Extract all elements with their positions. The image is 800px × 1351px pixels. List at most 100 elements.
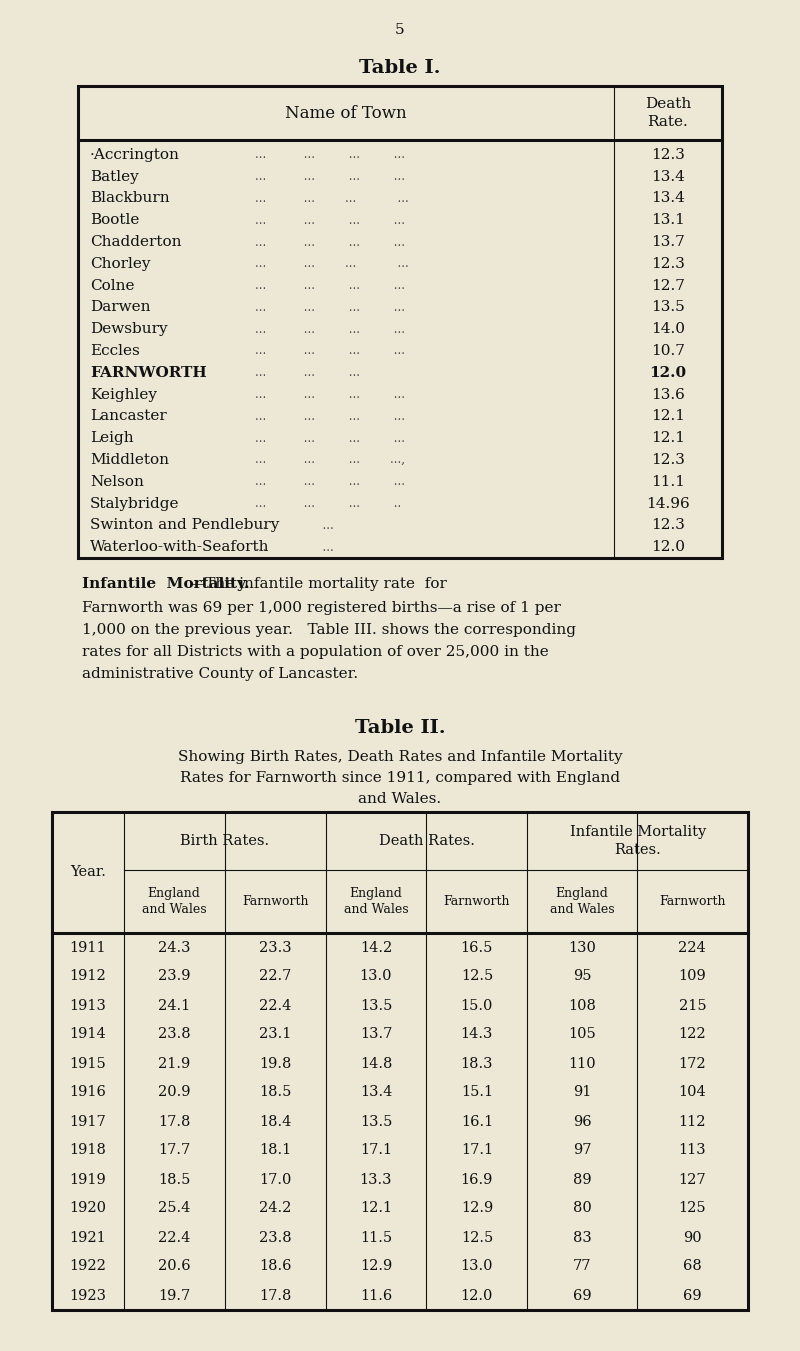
Text: Stalybridge: Stalybridge — [90, 497, 179, 511]
Text: rates for all Districts with a population of over 25,000 in the: rates for all Districts with a populatio… — [82, 644, 549, 659]
Text: ...          ...         ...         ...: ... ... ... ... — [255, 280, 405, 292]
Text: Darwen: Darwen — [90, 300, 150, 315]
Text: 122: 122 — [678, 1028, 706, 1042]
Text: 12.3: 12.3 — [651, 147, 685, 162]
Bar — [52, 812, 748, 1310]
Text: 95: 95 — [573, 970, 591, 984]
Text: ...          ...         ...         ...: ... ... ... ... — [255, 409, 405, 423]
Text: 1923: 1923 — [70, 1289, 106, 1302]
Text: 22.4: 22.4 — [158, 1231, 190, 1244]
Text: Eccles: Eccles — [90, 345, 140, 358]
Text: ...          ...         ...         ..: ... ... ... .. — [255, 497, 402, 511]
Text: 12.0: 12.0 — [651, 540, 685, 554]
Text: 130: 130 — [568, 940, 596, 955]
Text: 13.5: 13.5 — [651, 300, 685, 315]
Text: 17.8: 17.8 — [158, 1115, 190, 1128]
Text: Rates for Farnworth since 1911, compared with England: Rates for Farnworth since 1911, compared… — [180, 771, 620, 785]
Text: ...          ...         ...         ...: ... ... ... ... — [255, 149, 405, 161]
Text: 23.8: 23.8 — [258, 1231, 291, 1244]
Text: 17.8: 17.8 — [259, 1289, 291, 1302]
Text: 13.7: 13.7 — [360, 1028, 392, 1042]
Text: Infantile  Mortality.: Infantile Mortality. — [82, 577, 250, 590]
Text: ...          ...        ...           ...: ... ... ... ... — [255, 192, 409, 205]
Text: 11.5: 11.5 — [360, 1231, 392, 1244]
Text: Swinton and Pendlebury: Swinton and Pendlebury — [90, 519, 279, 532]
Text: Name of Town: Name of Town — [285, 104, 407, 122]
Text: 1914: 1914 — [70, 1028, 106, 1042]
Text: 14.0: 14.0 — [651, 322, 685, 336]
Text: 1921: 1921 — [70, 1231, 106, 1244]
Text: ·Accrington: ·Accrington — [90, 147, 180, 162]
Text: ...               ...: ... ... — [255, 519, 334, 532]
Text: 127: 127 — [678, 1173, 706, 1186]
Text: and Wales.: and Wales. — [358, 792, 442, 807]
Text: 5: 5 — [395, 23, 405, 36]
Text: Farnworth: Farnworth — [444, 894, 510, 908]
Text: 14.2: 14.2 — [360, 940, 392, 955]
Text: Showing Birth Rates, Death Rates and Infantile Mortality: Showing Birth Rates, Death Rates and Inf… — [178, 750, 622, 765]
Text: 1915: 1915 — [70, 1056, 106, 1070]
Text: Bootle: Bootle — [90, 213, 139, 227]
Text: 215: 215 — [678, 998, 706, 1012]
Text: 1912: 1912 — [70, 970, 106, 984]
Text: 1916: 1916 — [70, 1085, 106, 1100]
Bar — [78, 86, 722, 558]
Text: 12.1: 12.1 — [360, 1201, 392, 1216]
Text: 20.9: 20.9 — [158, 1085, 190, 1100]
Text: Infantile Mortality
Rates.: Infantile Mortality Rates. — [570, 825, 706, 857]
Text: 15.0: 15.0 — [461, 998, 493, 1012]
Text: Table I.: Table I. — [359, 59, 441, 77]
Text: Chorley: Chorley — [90, 257, 150, 270]
Text: 110: 110 — [568, 1056, 596, 1070]
Text: 16.1: 16.1 — [461, 1115, 493, 1128]
Text: England
and Wales: England and Wales — [550, 888, 614, 916]
Text: 18.5: 18.5 — [259, 1085, 291, 1100]
Text: 13.6: 13.6 — [651, 388, 685, 401]
Text: Dewsbury: Dewsbury — [90, 322, 168, 336]
Text: Leigh: Leigh — [90, 431, 134, 446]
Text: 1,000 on the previous year.   Table III. shows the corresponding: 1,000 on the previous year. Table III. s… — [82, 623, 576, 638]
Text: 105: 105 — [568, 1028, 596, 1042]
Text: ...          ...         ...         ...: ... ... ... ... — [255, 213, 405, 227]
Text: 109: 109 — [678, 970, 706, 984]
Text: 12.5: 12.5 — [461, 970, 493, 984]
Text: 77: 77 — [573, 1259, 591, 1274]
Text: 89: 89 — [573, 1173, 591, 1186]
Text: 24.1: 24.1 — [158, 998, 190, 1012]
Text: —The infantile mortality rate  for: —The infantile mortality rate for — [190, 577, 447, 590]
Text: Chadderton: Chadderton — [90, 235, 182, 249]
Text: 23.3: 23.3 — [258, 940, 291, 955]
Text: 1920: 1920 — [70, 1201, 106, 1216]
Text: Lancaster: Lancaster — [90, 409, 166, 423]
Text: 11.6: 11.6 — [360, 1289, 392, 1302]
Text: 18.1: 18.1 — [259, 1143, 291, 1158]
Text: 23.8: 23.8 — [158, 1028, 190, 1042]
Text: 224: 224 — [678, 940, 706, 955]
Text: 13.1: 13.1 — [651, 213, 685, 227]
Text: England
and Wales: England and Wales — [344, 888, 408, 916]
Text: 125: 125 — [678, 1201, 706, 1216]
Text: 25.4: 25.4 — [158, 1201, 190, 1216]
Text: 1917: 1917 — [70, 1115, 106, 1128]
Text: 13.0: 13.0 — [461, 1259, 493, 1274]
Text: Nelson: Nelson — [90, 474, 144, 489]
Text: 104: 104 — [678, 1085, 706, 1100]
Text: 22.4: 22.4 — [259, 998, 291, 1012]
Text: ...          ...         ...         ...: ... ... ... ... — [255, 432, 405, 444]
Text: Farnworth: Farnworth — [242, 894, 308, 908]
Text: 20.6: 20.6 — [158, 1259, 190, 1274]
Text: 91: 91 — [573, 1085, 591, 1100]
Text: 17.1: 17.1 — [461, 1143, 493, 1158]
Text: 14.3: 14.3 — [461, 1028, 493, 1042]
Text: 24.3: 24.3 — [158, 940, 190, 955]
Text: 18.3: 18.3 — [461, 1056, 493, 1070]
Text: 96: 96 — [573, 1115, 591, 1128]
Text: Colne: Colne — [90, 278, 134, 293]
Text: 17.1: 17.1 — [360, 1143, 392, 1158]
Text: 16.5: 16.5 — [461, 940, 493, 955]
Text: Blackburn: Blackburn — [90, 192, 170, 205]
Text: 112: 112 — [678, 1115, 706, 1128]
Text: 13.7: 13.7 — [651, 235, 685, 249]
Text: 12.9: 12.9 — [461, 1201, 493, 1216]
Text: 13.5: 13.5 — [360, 1115, 392, 1128]
